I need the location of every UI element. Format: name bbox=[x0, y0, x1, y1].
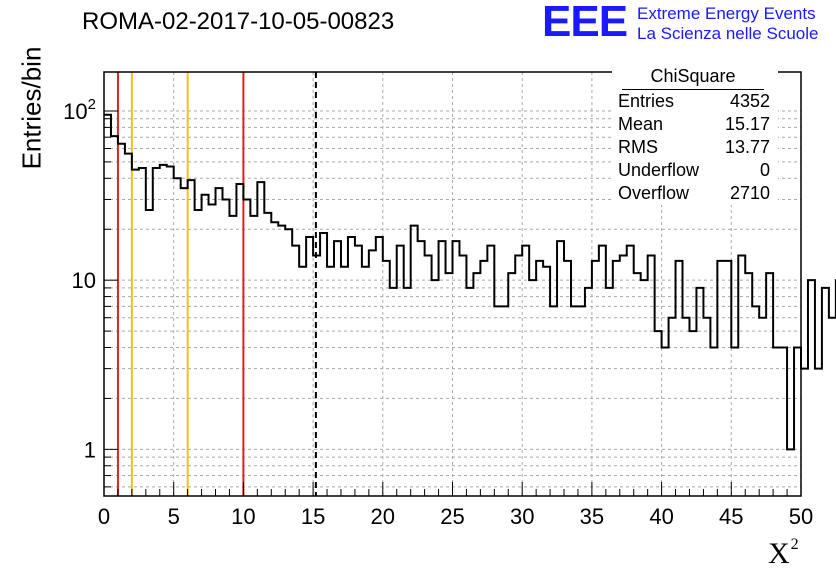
x-tick-label: 15 bbox=[301, 504, 325, 529]
x-tick-label: 35 bbox=[580, 504, 604, 529]
stats-value: 15.17 bbox=[724, 114, 770, 134]
stats-title: ChiSquare bbox=[622, 66, 764, 90]
stats-row-rms: RMS 13.77 bbox=[612, 136, 778, 159]
x-tick-label: 25 bbox=[440, 504, 464, 529]
stats-value: 2710 bbox=[729, 183, 770, 203]
stats-label: Mean bbox=[618, 114, 664, 134]
x-tick-label: 45 bbox=[719, 504, 743, 529]
stats-label: RMS bbox=[618, 137, 658, 157]
x-tick-label: 30 bbox=[510, 504, 534, 529]
stats-value: 0 bbox=[759, 160, 770, 180]
stats-label: Underflow bbox=[618, 160, 700, 180]
x-tick-label: 20 bbox=[371, 504, 395, 529]
stats-row-mean: Mean 15.17 bbox=[612, 113, 778, 136]
stats-row-underflow: Underflow 0 bbox=[612, 159, 778, 182]
eee-logo: EEE bbox=[542, 0, 628, 46]
x-axis-label: X2 bbox=[768, 536, 799, 571]
logo-line-1: Extreme Energy Events bbox=[637, 4, 816, 23]
stats-label: Entries bbox=[618, 91, 675, 111]
y-axis-label: Entries/bin bbox=[16, 46, 47, 170]
y-tick-label: 102 bbox=[63, 96, 96, 124]
y-tick-label: 1 bbox=[84, 437, 96, 462]
stats-row-entries: Entries 4352 bbox=[612, 90, 778, 113]
x-tick-label: 10 bbox=[231, 504, 255, 529]
y-tick-label: 10 bbox=[72, 268, 96, 293]
stats-value: 4352 bbox=[729, 91, 770, 111]
stats-value: 13.77 bbox=[724, 137, 770, 157]
stats-row-overflow: Overflow 2710 bbox=[612, 182, 778, 205]
x-tick-label: 50 bbox=[789, 504, 813, 529]
logo-line-2: La Scienza nelle Scuole bbox=[637, 24, 819, 43]
x-tick-label: 0 bbox=[98, 504, 110, 529]
x-axis-label-text: X bbox=[768, 537, 790, 570]
histogram-outline bbox=[104, 113, 836, 451]
chart-title: ROMA-02-2017-10-05-00823 bbox=[82, 8, 395, 35]
x-tick-label: 5 bbox=[168, 504, 180, 529]
stats-label: Overflow bbox=[618, 183, 690, 203]
x-tick-label: 40 bbox=[649, 504, 673, 529]
stats-box: ChiSquare Entries 4352 Mean 15.17 RMS 13… bbox=[612, 66, 778, 205]
x-axis-label-superscript: 2 bbox=[790, 536, 799, 553]
